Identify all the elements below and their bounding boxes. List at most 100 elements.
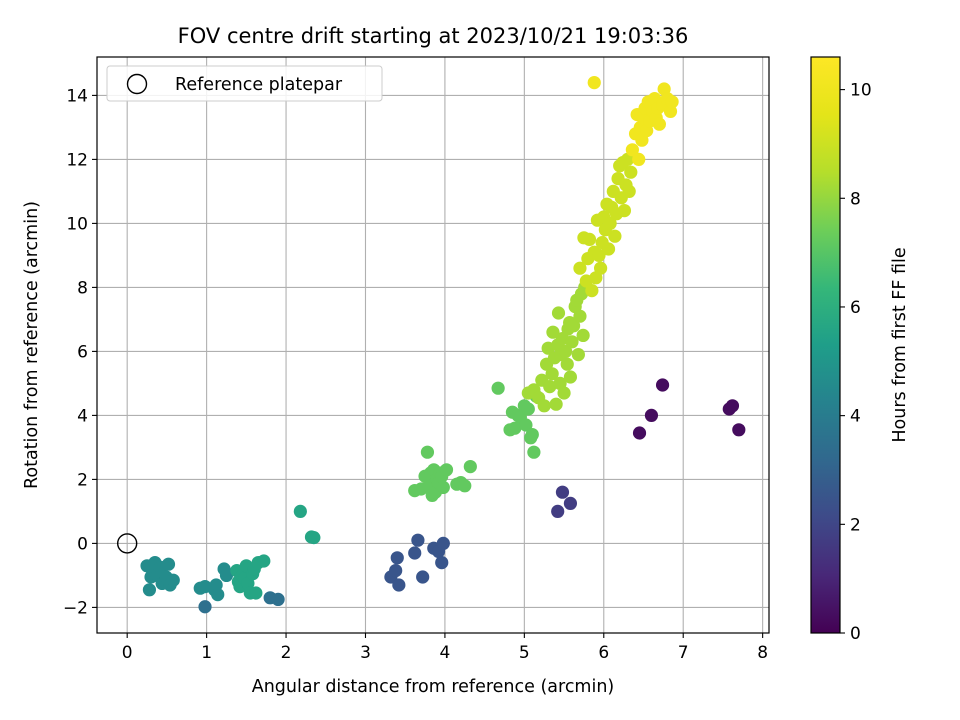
scatter-point [622, 184, 636, 198]
scatter-point [249, 586, 263, 600]
scatter-point [463, 460, 477, 474]
scatter-point [166, 573, 180, 587]
x-axis-ticks: 0 1 2 3 4 5 6 7 8 [122, 633, 768, 663]
scatter-point [411, 533, 425, 547]
scatter-point [436, 480, 450, 494]
scatter-point [436, 536, 450, 551]
x-axis-label: Angular distance from reference (arcmin) [252, 677, 615, 697]
colorbar-tick-label: 0 [850, 624, 861, 644]
legend-reference-marker-icon [126, 73, 148, 95]
colorbar-tick-label: 6 [850, 298, 861, 318]
scatter-point [655, 378, 670, 392]
chart-title: FOV centre drift starting at 2023/10/21 … [178, 24, 689, 48]
scatter-point [585, 284, 599, 298]
scatter-point [142, 583, 157, 597]
scatter-point [594, 261, 608, 275]
scatter-point [549, 397, 563, 411]
x-tick-label: 0 [122, 643, 133, 663]
scatter-point [525, 428, 539, 442]
scatter-point [608, 229, 622, 243]
scatter-point [508, 421, 522, 435]
scatter-point [592, 248, 606, 262]
y-tick-label: −2 [63, 598, 88, 618]
scatter-point [551, 306, 566, 320]
legend-box [106, 65, 383, 102]
scatter-point [571, 348, 585, 362]
scatter-point [624, 165, 638, 179]
scatter-point [632, 426, 647, 440]
scatter-point [565, 335, 579, 349]
scatter-point [257, 554, 271, 568]
scatter-point [420, 445, 435, 459]
scatter-point [644, 408, 659, 422]
scatter-point [161, 557, 176, 571]
y-tick-label: 0 [77, 534, 88, 554]
scatter-point [527, 445, 541, 459]
scatter-point [408, 546, 422, 560]
scatter-point [603, 216, 617, 230]
reference-platepar-marker [116, 533, 138, 554]
scatter-point [563, 496, 578, 510]
y-tick-label: 14 [66, 86, 88, 106]
scatter-point [198, 600, 212, 614]
x-tick-label: 3 [360, 643, 371, 663]
scatter-point [601, 242, 616, 256]
scatter-point [555, 485, 570, 499]
x-tick-label: 5 [519, 643, 530, 663]
scatter-point [435, 556, 449, 570]
colorbar-tick-label: 4 [850, 407, 861, 427]
scatter-point [625, 143, 639, 157]
x-tick-label: 6 [598, 643, 609, 663]
y-axis-ticks: −2 0 2 4 6 8 10 12 14 [63, 86, 97, 618]
colorbar-tick-label: 2 [850, 515, 861, 535]
scatter-point [537, 399, 551, 413]
data-points [116, 76, 746, 614]
scatter-point [543, 380, 557, 394]
colorbar-tick-label: 10 [850, 81, 872, 101]
scatter-point [389, 564, 403, 578]
colorbar-tick-label: 8 [850, 189, 861, 209]
scatter-point [557, 386, 571, 400]
scatter-point [521, 402, 535, 416]
x-tick-label: 8 [757, 643, 768, 663]
y-tick-label: 6 [77, 342, 88, 362]
scatter-point [573, 309, 587, 323]
scatter-point [519, 418, 533, 432]
scatter-point [665, 95, 679, 109]
scatter-point [307, 531, 321, 545]
scatter-point [545, 367, 559, 381]
scatter-point [560, 357, 574, 371]
scatter-point [439, 463, 454, 477]
x-tick-label: 4 [440, 643, 451, 663]
x-tick-label: 1 [201, 643, 212, 663]
scatter-point [573, 261, 587, 275]
scatter-point [582, 232, 597, 246]
y-tick-label: 10 [66, 214, 88, 234]
scatter-point [392, 578, 406, 592]
scatter-point [587, 76, 601, 90]
scatter-point [725, 399, 740, 413]
x-tick-label: 2 [281, 643, 292, 663]
scatter-point [617, 204, 632, 218]
scatter-point [219, 568, 234, 583]
colorbar-ticks: 0 2 4 6 8 10 [840, 81, 872, 644]
y-tick-label: 4 [77, 406, 88, 426]
y-tick-label: 12 [66, 150, 88, 170]
plot-area-frame [96, 56, 770, 634]
scatter-point [559, 344, 573, 358]
legend: Reference platepar [106, 65, 383, 102]
y-tick-label: 2 [77, 470, 88, 490]
colorbar: 0 2 4 6 8 10 Hours from first FF file [810, 56, 910, 644]
y-tick-label: 8 [77, 278, 88, 298]
scatter-point [390, 551, 404, 565]
colorbar-label: Hours from first FF file [890, 247, 910, 442]
scatter-point [546, 325, 560, 339]
legend-entry-label: Reference platepar [175, 75, 343, 95]
scatter-point [293, 504, 307, 518]
scatter-point [732, 423, 746, 437]
scatter-point [566, 319, 581, 333]
scatter-point [632, 152, 646, 166]
x-tick-label: 7 [678, 643, 689, 663]
colorbar-gradient [810, 56, 841, 634]
